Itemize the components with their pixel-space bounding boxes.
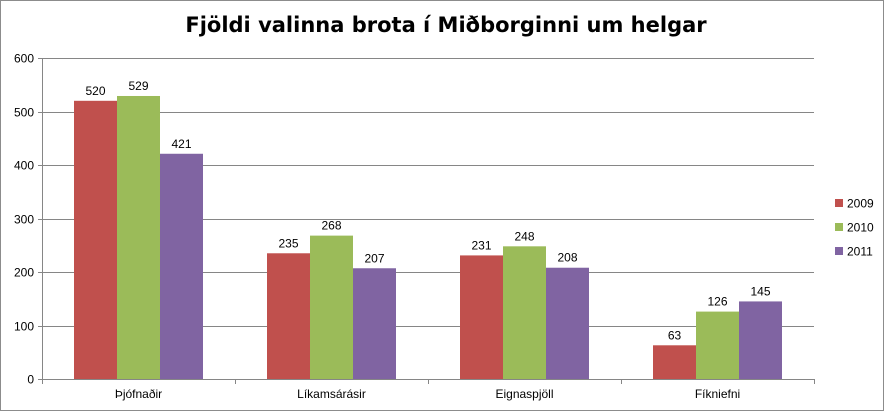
legend-label: 2009 [847, 197, 874, 211]
y-tick-label: 400 [14, 159, 34, 173]
legend-label: 2010 [847, 221, 874, 235]
x-tick-label: Þjófnaðir [115, 387, 162, 401]
y-tick-label: 500 [14, 106, 34, 120]
bar-2009-1 [267, 253, 310, 379]
bar-2011-1 [353, 268, 396, 379]
data-label: 520 [85, 84, 105, 98]
data-label: 248 [514, 229, 534, 243]
bar-2010-1 [310, 235, 353, 379]
data-label: 208 [557, 251, 577, 265]
data-label: 235 [278, 236, 298, 250]
chart-title: Fjöldi valinna brota í Miðborginni um he… [185, 13, 707, 37]
bar-2009-2 [460, 255, 503, 379]
y-tick-label: 0 [27, 373, 34, 387]
legend-swatch-2011 [835, 247, 843, 255]
y-tick-label: 200 [14, 266, 34, 280]
bar-2010-0 [117, 95, 160, 380]
y-tick-label: 300 [14, 213, 34, 227]
data-label: 421 [171, 137, 191, 151]
x-tick-label: Eignaspjöll [495, 387, 553, 401]
bar-2009-3 [653, 345, 696, 379]
y-tick-label: 100 [14, 320, 34, 334]
x-tick-label: Líkamsárásir [297, 387, 366, 401]
data-label: 207 [364, 251, 384, 265]
legend-swatch-2010 [835, 223, 843, 231]
bar-2010-2 [503, 246, 546, 379]
data-label: 126 [707, 295, 727, 309]
data-label: 231 [471, 238, 491, 252]
bar-2011-2 [546, 267, 589, 379]
x-tick-label: Fíkniefni [695, 387, 740, 401]
data-label: 529 [128, 79, 148, 93]
y-tick-label: 600 [14, 52, 34, 66]
bar-2011-3 [739, 301, 782, 379]
data-label: 63 [668, 328, 682, 342]
legend-swatch-2009 [835, 199, 843, 207]
data-label: 268 [321, 219, 341, 233]
bar-2011-0 [160, 153, 203, 379]
data-label: 145 [750, 284, 770, 298]
bar-2009-0 [74, 100, 117, 380]
bar-2010-3 [696, 311, 739, 379]
legend-label: 2011 [847, 245, 873, 259]
